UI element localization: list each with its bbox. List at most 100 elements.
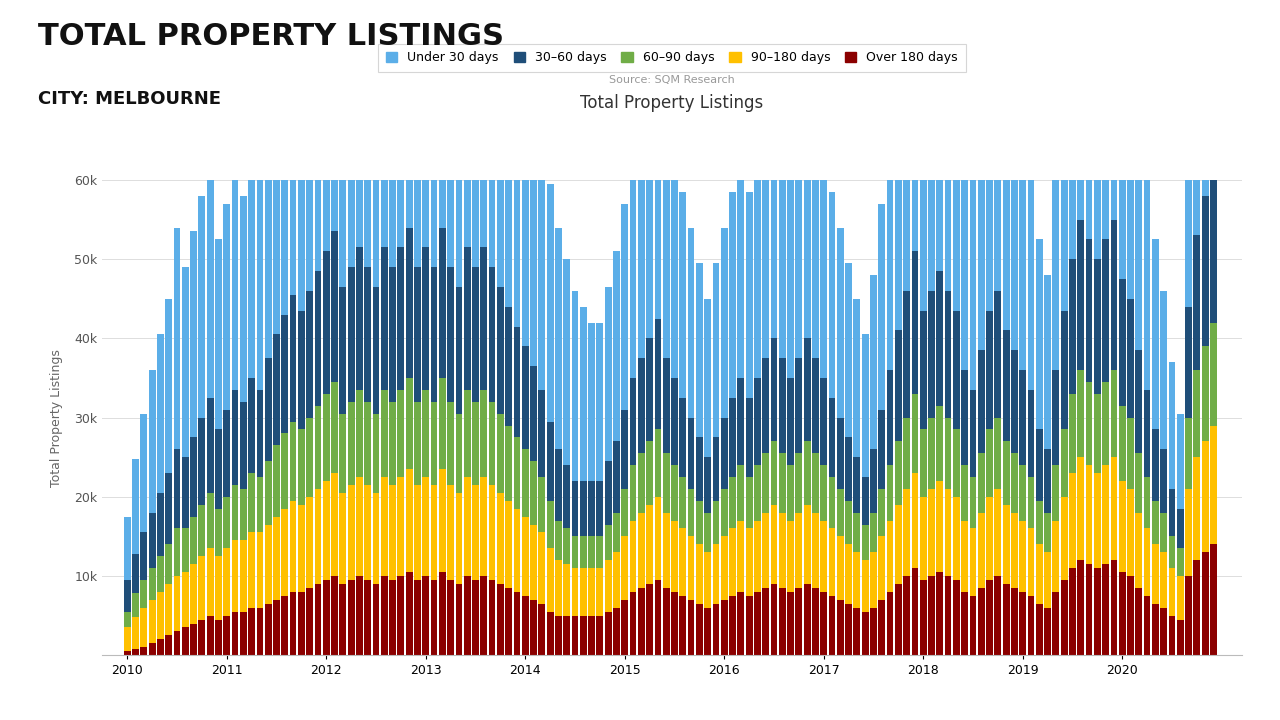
Title: Total Property Listings: Total Property Listings xyxy=(580,94,764,112)
Text: TOTAL PROPERTY LISTINGS: TOTAL PROPERTY LISTINGS xyxy=(38,22,504,50)
Bar xyxy=(746,596,753,655)
Bar xyxy=(1210,544,1217,655)
Bar xyxy=(306,497,314,588)
Bar xyxy=(1169,362,1175,489)
Bar xyxy=(539,603,545,655)
Bar xyxy=(1085,0,1092,239)
Bar xyxy=(463,0,471,247)
Bar xyxy=(845,544,852,603)
Bar xyxy=(721,536,727,600)
Bar xyxy=(439,572,445,655)
Bar xyxy=(945,489,951,576)
Bar xyxy=(1111,560,1117,655)
Bar xyxy=(148,600,156,644)
Bar xyxy=(1028,528,1034,596)
Bar xyxy=(911,251,918,394)
Bar xyxy=(1111,220,1117,370)
Bar xyxy=(680,477,686,528)
Bar xyxy=(1044,449,1051,513)
Bar xyxy=(613,513,620,552)
Bar xyxy=(489,485,495,580)
Bar xyxy=(754,378,760,465)
Bar xyxy=(1111,0,1117,220)
Bar xyxy=(804,505,810,584)
Bar xyxy=(513,508,521,592)
Bar xyxy=(663,454,669,513)
Bar xyxy=(861,524,869,560)
Bar xyxy=(282,30,288,315)
Bar xyxy=(232,485,238,540)
Bar xyxy=(704,552,712,608)
Bar xyxy=(207,160,214,397)
Bar xyxy=(911,473,918,568)
Bar xyxy=(630,378,636,465)
Bar xyxy=(1160,608,1167,655)
Bar xyxy=(556,228,562,449)
Bar xyxy=(713,501,719,544)
Bar xyxy=(298,0,305,310)
Bar xyxy=(746,528,753,596)
Bar xyxy=(937,481,943,572)
Bar xyxy=(1002,584,1010,655)
Bar xyxy=(787,521,794,592)
Bar xyxy=(887,465,893,521)
Bar xyxy=(289,592,297,655)
Bar xyxy=(339,584,347,655)
Bar xyxy=(1019,592,1027,655)
Bar xyxy=(413,402,421,485)
Bar xyxy=(721,228,727,418)
Bar xyxy=(945,576,951,655)
Bar xyxy=(1144,477,1151,528)
Bar xyxy=(589,323,595,481)
Bar xyxy=(1028,390,1034,477)
Bar xyxy=(563,564,570,616)
Bar xyxy=(1044,608,1051,655)
Bar xyxy=(447,580,454,655)
Bar xyxy=(315,405,321,489)
Bar xyxy=(1102,382,1108,465)
Bar xyxy=(986,497,993,580)
Bar xyxy=(1078,560,1084,655)
Bar xyxy=(323,481,330,580)
Bar xyxy=(1119,279,1125,405)
Bar xyxy=(778,588,786,655)
Bar xyxy=(1028,477,1034,528)
Bar xyxy=(265,603,271,655)
Bar xyxy=(563,616,570,655)
Bar xyxy=(174,631,180,655)
Bar xyxy=(463,247,471,390)
Bar xyxy=(654,49,662,318)
Bar xyxy=(489,0,495,267)
Bar xyxy=(737,521,744,592)
Bar xyxy=(372,287,379,413)
Bar xyxy=(937,0,943,271)
Bar xyxy=(348,267,355,402)
Bar xyxy=(845,501,852,544)
Bar xyxy=(904,576,910,655)
Bar xyxy=(273,445,280,517)
Bar xyxy=(365,267,371,402)
Bar xyxy=(961,370,968,465)
Bar xyxy=(604,524,612,560)
Bar xyxy=(141,580,147,608)
Bar xyxy=(282,315,288,433)
Bar xyxy=(954,310,960,429)
Bar xyxy=(1160,552,1167,608)
Bar xyxy=(124,612,131,628)
Bar xyxy=(613,251,620,441)
Bar xyxy=(165,636,172,655)
Bar xyxy=(372,492,379,584)
Bar xyxy=(265,358,271,461)
Bar xyxy=(1128,489,1134,576)
Bar xyxy=(547,184,553,421)
Bar xyxy=(604,461,612,524)
Bar xyxy=(596,536,603,568)
Bar xyxy=(637,588,645,655)
Bar xyxy=(763,454,769,513)
Bar xyxy=(969,528,977,596)
Bar xyxy=(463,576,471,655)
Bar xyxy=(439,0,445,228)
Bar xyxy=(696,603,703,655)
Bar xyxy=(854,457,860,513)
Bar xyxy=(513,437,521,508)
